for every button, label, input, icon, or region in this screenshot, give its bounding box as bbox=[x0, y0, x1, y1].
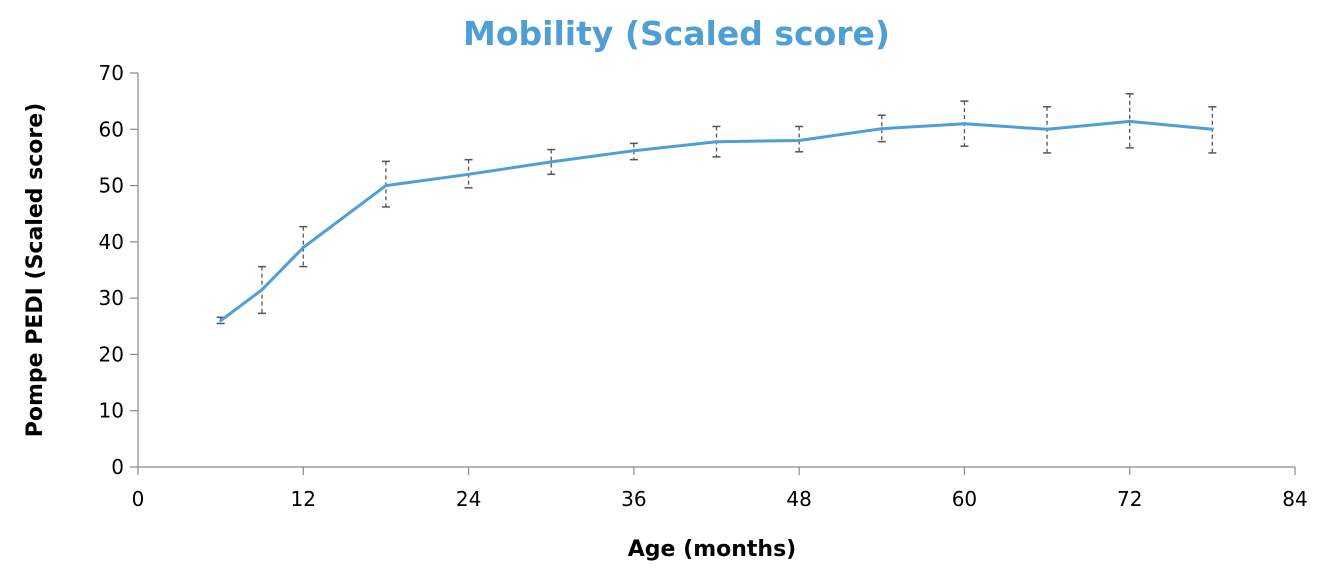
x-tick-label: 48 bbox=[786, 487, 811, 511]
y-axis-title: Pompe PEDI (Scaled score) bbox=[23, 103, 48, 437]
y-tick-label: 30 bbox=[99, 286, 124, 310]
x-tick-label: 36 bbox=[621, 487, 646, 511]
x-axis-title: Age (months) bbox=[628, 537, 796, 562]
x-tick-label: 60 bbox=[952, 487, 977, 511]
data-point bbox=[715, 140, 718, 144]
y-tick-label: 60 bbox=[99, 117, 124, 141]
data-point bbox=[260, 288, 264, 292]
data-point bbox=[632, 149, 636, 153]
axes: 0 10 20 30 40 50 60 70 0 12 24 36 48 60 72 84 bbox=[99, 61, 1308, 511]
x-tick-label: 72 bbox=[1117, 487, 1142, 511]
data-point bbox=[301, 245, 305, 249]
x-tick-label: 84 bbox=[1282, 487, 1307, 511]
data-point bbox=[1128, 119, 1132, 123]
data-point bbox=[384, 184, 388, 188]
chart-title: Mobility (Scaled score) bbox=[463, 14, 890, 53]
x-tick-label: 12 bbox=[291, 487, 316, 511]
data-point bbox=[467, 172, 471, 176]
y-tick-label: 20 bbox=[99, 342, 124, 366]
data-point bbox=[1045, 127, 1049, 131]
data-point bbox=[797, 139, 801, 143]
x-tick-label: 24 bbox=[456, 487, 481, 511]
y-tick-label: 0 bbox=[111, 455, 124, 479]
x-tick-label: 0 bbox=[132, 487, 145, 511]
y-tick-label: 10 bbox=[99, 399, 124, 423]
y-tick-label: 40 bbox=[99, 230, 124, 254]
data-point bbox=[549, 160, 553, 164]
data-point bbox=[880, 127, 884, 131]
series-group bbox=[219, 119, 1214, 323]
data-point bbox=[962, 122, 966, 126]
y-tick-label: 50 bbox=[99, 174, 124, 198]
data-point bbox=[1210, 127, 1214, 131]
y-tick-label: 70 bbox=[99, 61, 124, 85]
series-line bbox=[219, 119, 1213, 322]
data-point bbox=[219, 319, 223, 323]
